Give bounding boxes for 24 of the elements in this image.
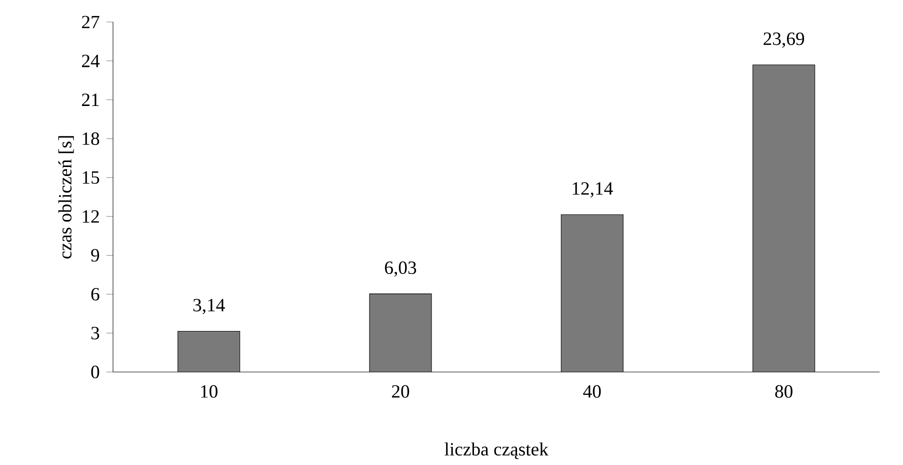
y-tick-label: 0	[91, 366, 100, 378]
y-tick-label: 18	[82, 132, 100, 145]
x-tick-label: 20	[392, 385, 410, 398]
y-tick-label: 12	[82, 210, 99, 222]
bar	[561, 214, 624, 372]
y-tick-label: 3	[91, 326, 100, 340]
data-label: 3,14	[193, 298, 225, 314]
x-tick-label: 10	[201, 385, 218, 398]
y-tick-label: 6	[91, 288, 100, 300]
bar	[370, 294, 432, 372]
x-tick-label: 40	[583, 385, 601, 398]
bar	[178, 331, 240, 372]
y-tick-label: 9	[91, 248, 100, 262]
y-tick-label: 15	[82, 171, 100, 184]
data-label: 23,69	[764, 32, 804, 48]
data-label: 12,14	[572, 182, 613, 198]
y-tick-label: 24	[82, 54, 100, 67]
x-axis-title: liczba cząstek	[444, 442, 548, 459]
y-tick-label: 27	[82, 16, 100, 28]
y-axis-title: czas obliczeń [s]	[58, 136, 74, 258]
data-label: 6,03	[384, 261, 416, 277]
bar	[752, 64, 816, 372]
y-tick-label: 21	[82, 93, 99, 106]
x-tick-label: 80	[775, 385, 792, 398]
